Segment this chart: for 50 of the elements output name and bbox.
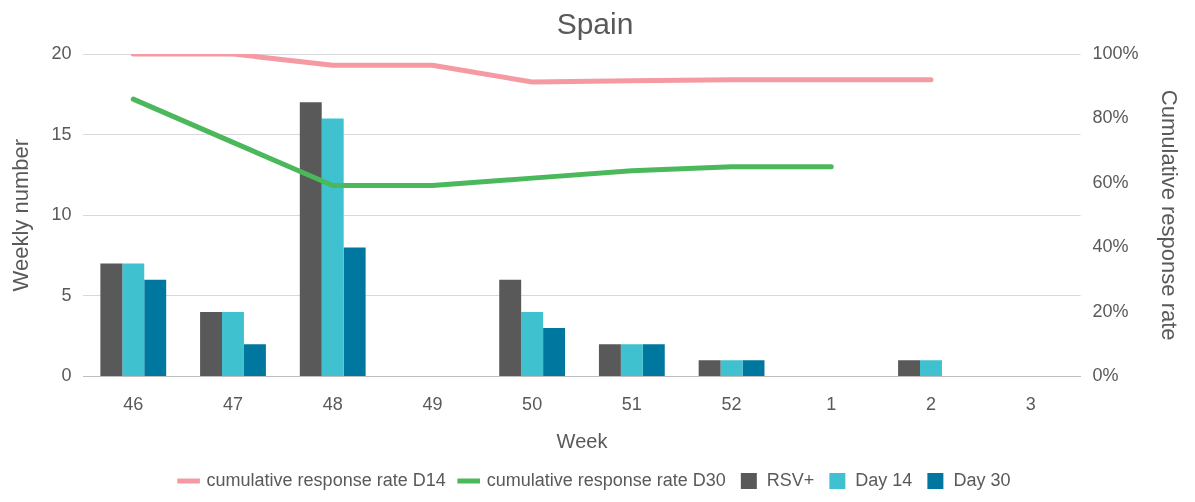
legend-label: Day 30 — [953, 469, 1011, 490]
y-tick-label: 20 — [51, 42, 72, 63]
bar — [321, 118, 344, 376]
bar — [642, 344, 665, 376]
legend-label: cumulative response rate D30 — [486, 469, 726, 490]
y-tick-label: 5 — [61, 284, 72, 305]
bar — [920, 360, 942, 376]
y2-tick-label: 20% — [1092, 300, 1129, 321]
y2-tick-label: 60% — [1092, 171, 1129, 192]
y2-tick-label: 40% — [1092, 236, 1129, 257]
x-tick-label: 47 — [222, 394, 244, 415]
x-tick-label: 49 — [422, 394, 443, 415]
bar — [698, 360, 721, 376]
bar — [343, 247, 366, 376]
y2-tick-label: 80% — [1092, 107, 1129, 128]
bar — [598, 344, 621, 376]
bar — [299, 102, 322, 376]
legend-label: cumulative response rate D14 — [206, 469, 446, 490]
bar — [200, 311, 223, 376]
y-tick-label: 10 — [51, 204, 72, 225]
x-tick-label: 1 — [826, 394, 837, 415]
x-tick-label: 52 — [721, 394, 742, 415]
bar — [499, 279, 522, 376]
y2-tick-label: 0% — [1092, 365, 1119, 386]
bar — [222, 311, 244, 376]
x-tick-label: 3 — [1025, 394, 1036, 415]
legend-label: RSV+ — [766, 469, 815, 490]
bar — [898, 360, 921, 376]
x-tick-label: 50 — [522, 394, 543, 415]
bar — [521, 311, 544, 376]
x-axis-title: Week — [556, 429, 609, 452]
x-tick-label: 48 — [322, 394, 343, 415]
legend-label: Day 14 — [855, 469, 913, 490]
y2-axis-title: Cumulative response rate — [1156, 89, 1182, 341]
bar — [742, 360, 765, 376]
bar — [144, 279, 167, 376]
y-tick-label: 0 — [61, 365, 72, 386]
y-tick-label: 15 — [51, 123, 72, 144]
x-tick-label: 51 — [621, 394, 642, 415]
bar — [720, 360, 743, 376]
bar — [100, 263, 123, 376]
x-tick-label: 2 — [925, 394, 936, 415]
x-tick-label: 46 — [123, 394, 144, 415]
bar — [122, 263, 145, 376]
y-axis-title: Weekly number — [8, 138, 34, 292]
bar — [620, 344, 643, 376]
bar — [243, 344, 266, 376]
y2-tick-label: 100% — [1092, 42, 1139, 63]
chart-title: Spain — [556, 7, 634, 41]
bar — [543, 328, 566, 376]
